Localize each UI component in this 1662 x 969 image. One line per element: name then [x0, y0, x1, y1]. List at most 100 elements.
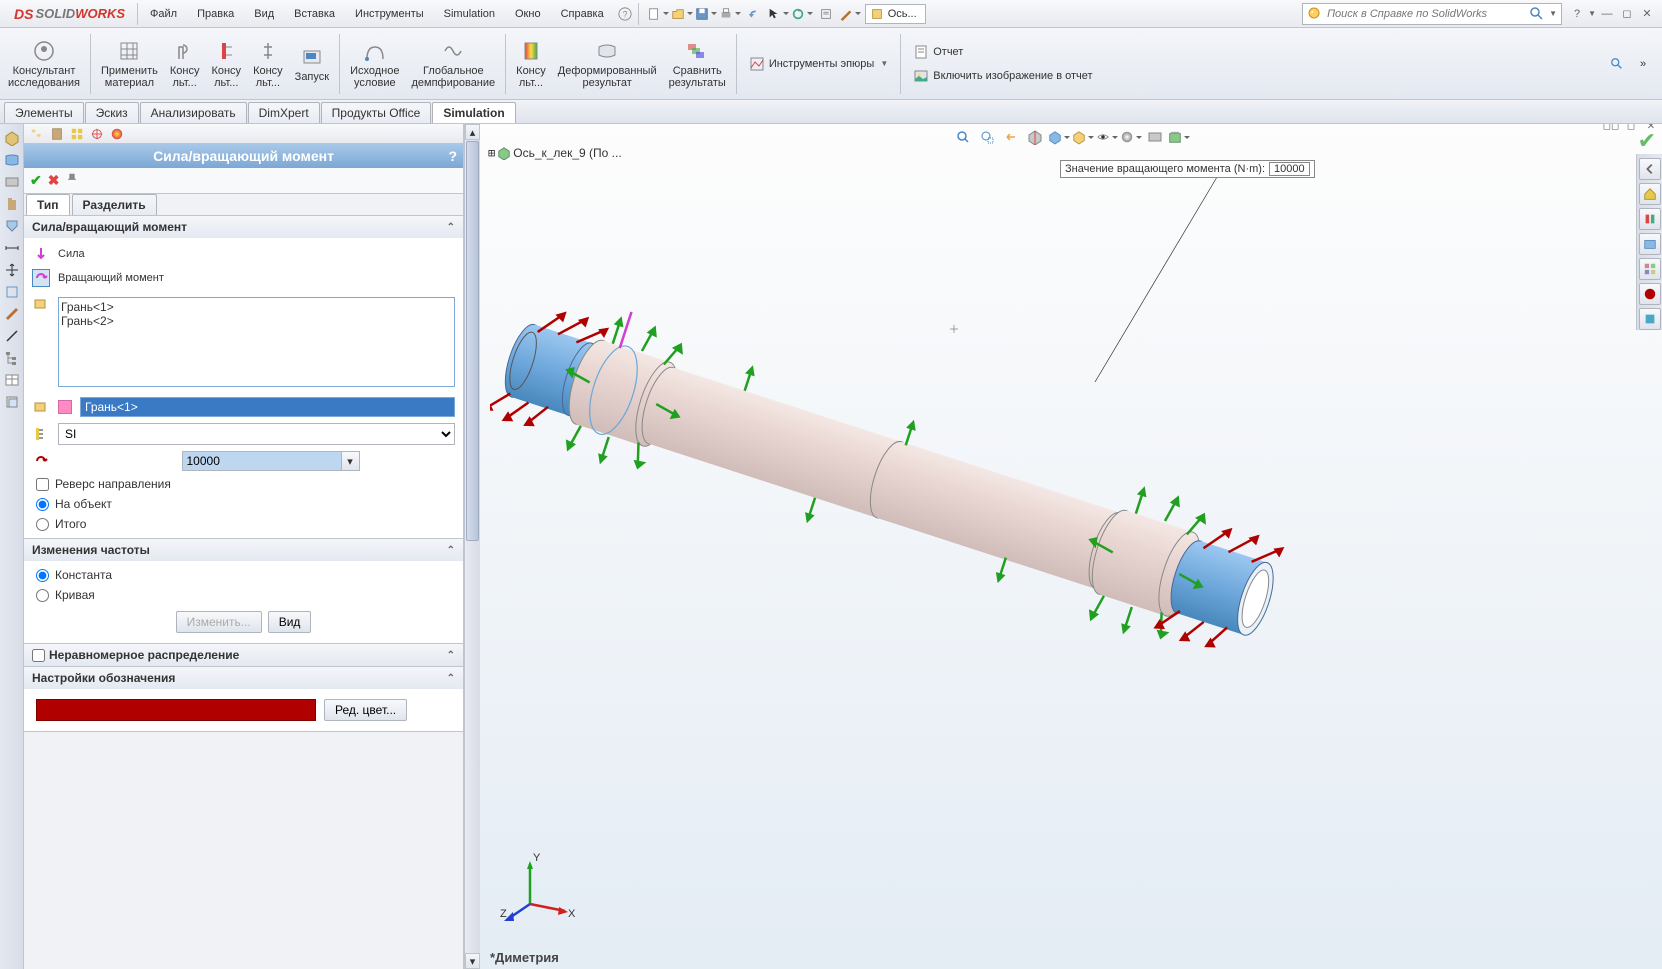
torque-option-icon[interactable] — [32, 269, 50, 287]
help-button[interactable]: ? — [1568, 6, 1586, 22]
edit-appearance-icon[interactable] — [1120, 126, 1142, 148]
view-curve-button[interactable]: Вид — [268, 611, 312, 633]
menu-view[interactable]: Вид — [244, 4, 284, 24]
selected-reference[interactable]: Грань<1> — [80, 397, 455, 417]
per-item-radio[interactable] — [36, 498, 49, 511]
rail-view-icon[interactable] — [2, 282, 22, 302]
rr-appearance-icon[interactable] — [1639, 283, 1661, 305]
previous-view-icon[interactable] — [1000, 126, 1022, 148]
rebuild-button[interactable] — [791, 3, 813, 25]
ribbon-initial-condition[interactable]: Исходное условие — [344, 30, 405, 98]
help-icon[interactable]: ? — [614, 3, 636, 25]
nonuniform-checkbox[interactable] — [32, 649, 45, 662]
ref-icon[interactable] — [32, 398, 50, 416]
rr-library-icon[interactable] — [1639, 208, 1661, 230]
section-header-symbol[interactable]: Настройки обозначения⌃ — [24, 667, 463, 689]
menu-help[interactable]: Справка — [551, 4, 614, 24]
rr-view-palette-icon[interactable] — [1639, 258, 1661, 280]
faces-list[interactable]: Грань<1> Грань<2> — [58, 297, 455, 387]
maximize-button[interactable]: ◻ — [1618, 6, 1636, 22]
ribbon-global-damping[interactable]: Глобальное демпфирование — [405, 30, 501, 98]
new-button[interactable] — [647, 3, 669, 25]
menu-file[interactable]: Файл — [140, 4, 187, 24]
options-button[interactable] — [815, 3, 837, 25]
ribbon-plot-tools[interactable]: Инструменты эпюры▼ — [745, 53, 892, 75]
rail-sketch-plane-icon[interactable] — [2, 304, 22, 324]
document-chip[interactable]: Ось... — [865, 4, 926, 24]
rail-weld-icon[interactable] — [2, 194, 22, 214]
sketch-button[interactable] — [839, 3, 861, 25]
torque-value-dropdown[interactable]: ▾ — [342, 451, 360, 471]
search-icon[interactable] — [1529, 6, 1545, 22]
panel-crosshair-icon[interactable] — [88, 125, 106, 143]
ribbon-search-icon[interactable] — [1606, 53, 1628, 75]
close-button[interactable]: ✕ — [1638, 6, 1656, 22]
face-item-1[interactable]: Грань<1> — [61, 300, 452, 314]
rail-clip-icon[interactable] — [2, 392, 22, 412]
edit-color-button[interactable]: Ред. цвет... — [324, 699, 407, 721]
vp-restore-icon[interactable]: ◻◻ — [1602, 124, 1620, 134]
rail-table-icon[interactable] — [2, 370, 22, 390]
panel-pin-icon[interactable] — [65, 172, 79, 189]
panel-tree-icon[interactable] — [28, 125, 46, 143]
view-settings-icon[interactable] — [1168, 126, 1190, 148]
search-box[interactable]: ▼ — [1302, 3, 1562, 25]
curve-radio[interactable] — [36, 589, 49, 602]
panel-tab-type[interactable]: Тип — [26, 194, 70, 215]
rail-sheet-icon[interactable] — [2, 172, 22, 192]
display-style-icon[interactable] — [1072, 126, 1094, 148]
hide-show-icon[interactable] — [1096, 126, 1118, 148]
total-radio[interactable] — [36, 518, 49, 531]
unit-icon[interactable] — [32, 425, 50, 443]
section-header-nonuniform[interactable]: Неравномерное распределение ⌃ — [24, 644, 463, 666]
menu-window[interactable]: Окно — [505, 4, 551, 24]
ribbon-include-image[interactable]: Включить изображение в отчет — [909, 65, 1096, 87]
rr-home-icon[interactable] — [1639, 183, 1661, 205]
ribbon-apply-material[interactable]: Применить материал — [95, 30, 164, 98]
panel-tab-split[interactable]: Разделить — [72, 194, 157, 215]
scrollbar-thumb[interactable] — [466, 141, 479, 541]
ribbon-report[interactable]: Отчет — [909, 41, 1096, 63]
undo-button[interactable] — [743, 3, 765, 25]
panel-cancel-button[interactable]: ✖ — [48, 172, 60, 189]
rail-line-icon[interactable] — [2, 326, 22, 346]
ribbon-consult-2[interactable]: Консу льт... — [205, 30, 247, 98]
ribbon-deformed-result[interactable]: Деформированный результат — [552, 30, 663, 98]
select-button[interactable] — [767, 3, 789, 25]
rr-custom-icon[interactable] — [1639, 308, 1661, 330]
rr-explorer-icon[interactable] — [1639, 233, 1661, 255]
panel-display-icon[interactable] — [68, 125, 86, 143]
tab-sketch[interactable]: Эскиз — [85, 102, 139, 123]
rail-surface-icon[interactable] — [2, 150, 22, 170]
tab-evaluate[interactable]: Анализировать — [140, 102, 247, 123]
ribbon-run[interactable]: Запуск — [289, 30, 335, 98]
tab-features[interactable]: Элементы — [4, 102, 84, 123]
open-button[interactable] — [671, 3, 693, 25]
panel-config-icon[interactable] — [48, 125, 66, 143]
section-header-force-torque[interactable]: Сила/вращающий момент⌃ — [24, 216, 463, 238]
viewport-confirm-icon[interactable]: ✔ — [1638, 128, 1656, 154]
section-header-frequency[interactable]: Изменения частоты⌃ — [24, 539, 463, 561]
rail-feature-icon[interactable] — [2, 128, 22, 148]
ribbon-study-advisor[interactable]: Консультант исследования — [2, 30, 86, 98]
edit-curve-button[interactable]: Изменить... — [176, 611, 262, 633]
ribbon-expand-icon[interactable]: » — [1632, 53, 1654, 75]
scene-icon[interactable] — [1144, 126, 1166, 148]
rail-move-icon[interactable] — [2, 260, 22, 280]
model-tree[interactable]: ⊞ Ось_к_лек_9 (По ... — [488, 146, 622, 160]
viewport[interactable]: ◻◻ ◻ ✕ ⊞ Ось_к_лек_9 (По ... Значение вр… — [480, 124, 1662, 969]
panel-appearance-icon[interactable] — [108, 125, 126, 143]
shaft-model[interactable] — [490, 194, 1410, 754]
view-orientation-icon[interactable] — [1048, 126, 1070, 148]
tab-office[interactable]: Продукты Office — [321, 102, 432, 123]
ribbon-consult-4[interactable]: Консу льт... — [510, 30, 552, 98]
force-option-icon[interactable] — [32, 245, 50, 263]
zoom-fit-icon[interactable] — [952, 126, 974, 148]
rr-arrow-icon[interactable] — [1639, 158, 1661, 180]
rail-mold-icon[interactable] — [2, 216, 22, 236]
constant-radio[interactable] — [36, 569, 49, 582]
torque-value-icon[interactable] — [32, 452, 50, 470]
ribbon-consult-3[interactable]: Консу льт... — [247, 30, 289, 98]
tree-expand-icon[interactable]: ⊞ — [488, 146, 495, 160]
panel-help-icon[interactable]: ? — [448, 148, 457, 164]
